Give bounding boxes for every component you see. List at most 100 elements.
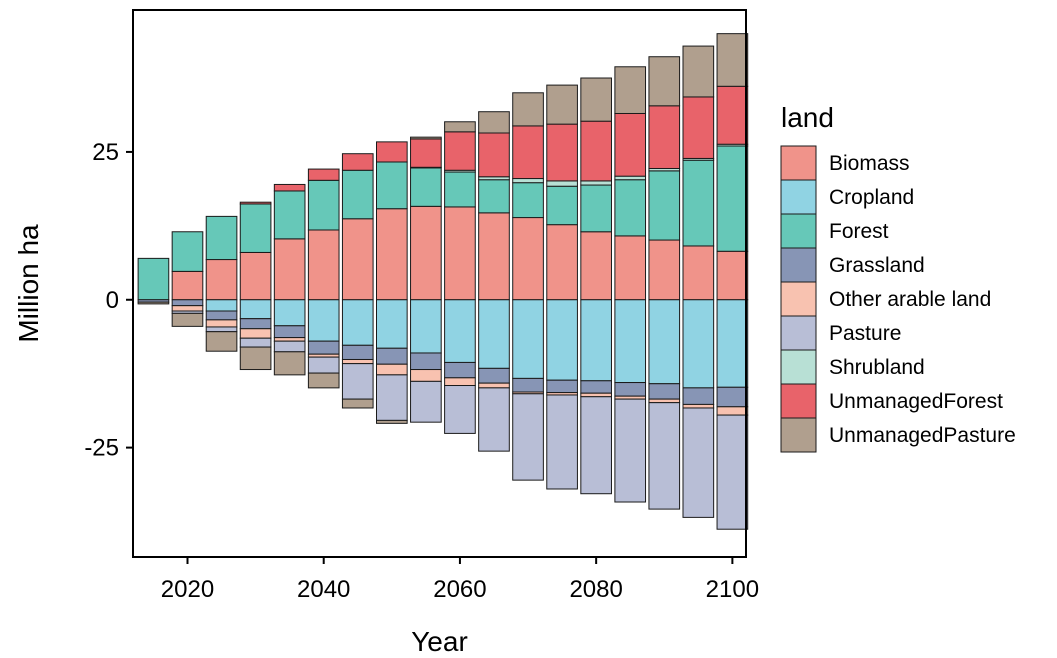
plot-panel-border [132,9,747,558]
bar-segment-unmanagedforest-2055 [410,138,442,168]
bar-segment-biomass-2085 [614,235,647,301]
bar-segment-grassland-2045 [341,344,374,360]
bar-segment-grassland-2055 [410,352,442,371]
bar-segment-grassland-2090 [648,383,681,400]
bar-segment-unmanagedforest-2040 [307,168,340,181]
bar-segment-cropland-2100 [716,299,749,388]
bar-segment-unmanagedforest-2095 [682,96,715,159]
bar-segment-shrubland-2080 [580,180,612,186]
bar-segment-biomass-2050 [376,208,408,301]
bar-segment-forest-2050 [376,161,408,210]
bar-segment-unmanagedforest-2050 [376,141,408,163]
bar-segment-grassland-2030 [239,318,272,330]
bar-segment-unmanagedforest-2100 [716,85,749,145]
bar-segment-unmanagedpasture-2075 [546,84,578,125]
bar-segment-cropland-2065 [478,299,510,369]
bar-segment-unmanagedpasture-2095 [682,45,715,98]
bar-segment-biomass-2070 [512,217,544,301]
legend-swatch-shrubland [780,349,817,385]
legend-label-forest: Forest [829,220,889,243]
bar-segment-other-arable-land-2095 [682,403,715,409]
bar-segment-cropland-2055 [410,299,442,354]
bar-segment-forest-2020 [171,231,204,272]
bar-segment-unmanagedpasture-2060 [444,121,476,133]
bar-segment-grassland-2075 [546,379,578,394]
bar-segment-pasture-2075 [546,394,578,490]
bar-segment-other-arable-land-2050 [376,363,408,376]
bar-segment-grassland-2080 [580,380,612,394]
bar-segment-forest-2100 [716,145,749,252]
bar-segment-unmanagedforest-2060 [444,131,476,171]
legend-label-grassland: Grassland [829,254,925,277]
bar-segment-cropland-2045 [341,299,374,346]
bar-segment-cropland-2030 [239,299,272,320]
bar-segment-unmanagedforest-2080 [580,120,612,182]
bar-segment-biomass-2075 [546,224,578,301]
bar-segment-pasture-2025 [205,326,238,333]
bar-segment-pasture-2050 [376,374,408,421]
x-tick-label: 2080 [569,576,622,603]
x-tick-label: 2020 [161,576,214,603]
legend-label-unmanagedpasture: UnmanagedPasture [829,424,1016,447]
legend-swatch-forest [780,213,817,249]
bar-segment-grassland-2060 [444,361,476,379]
legend-label-pasture: Pasture [829,322,901,345]
bar-segment-unmanagedpasture-2065 [478,111,510,134]
bar-segment-cropland-2035 [273,299,306,327]
bar-segment-biomass-2030 [239,251,272,301]
bar-segment-biomass-2100 [716,250,749,301]
bar-segment-grassland-2065 [478,367,510,384]
bar-segment-unmanagedforest-2090 [648,105,681,169]
bar-segment-grassland-2070 [512,377,544,393]
legend-label-unmanagedforest: UnmanagedForest [829,390,1003,413]
legend-swatch-unmanagedpasture [780,417,817,453]
legend-swatch-cropland [780,179,817,215]
y-tick-label: -25 [84,435,119,462]
bar-segment-biomass-2035 [273,238,306,301]
bar-segment-biomass-2055 [410,205,442,301]
bar-segment-unmanagedpasture-2055 [410,136,442,140]
bar-segment-cropland-2095 [682,299,715,389]
bar-segment-unmanagedpasture-2040 [307,372,340,389]
bar-segment-other-arable-land-2025 [205,319,238,328]
bar-segment-biomass-2065 [478,212,510,301]
bar-segment-forest-2035 [273,190,306,240]
legend-swatch-grassland [780,247,817,283]
bar-segment-unmanagedpasture-2020 [171,312,204,327]
bar-segment-unmanagedforest-2035 [273,183,306,192]
bar-segment-pasture-2035 [273,340,306,353]
x-tick-label: 2060 [433,576,486,603]
bar-segment-unmanagedpasture-2090 [648,56,681,107]
bar-segment-biomass-2080 [580,231,612,301]
bar-segment-biomass-2040 [307,229,340,301]
bar-segment-cropland-2040 [307,299,340,342]
bar-segment-unmanagedpasture-2025 [205,331,238,352]
bar-segment-cropland-2070 [512,299,544,379]
bar-segment-forest-2060 [444,171,476,208]
bar-segment-pasture-2060 [444,385,476,434]
bar-segment-forest-2025 [205,215,238,261]
bar-segment-pasture-2085 [614,398,647,503]
bar-segment-forest-2070 [512,182,544,219]
bar-segment-other-arable-land-2060 [444,377,476,387]
legend-label-biomass: Biomass [829,152,910,175]
bar-segment-unmanagedpasture-2070 [512,92,544,127]
bar-segment-unmanagedpasture-2085 [614,66,647,114]
y-axis-title: Million ha [13,224,44,343]
bar-segment-forest-2065 [478,179,510,214]
bar-segment-cropland-2075 [546,299,578,381]
bar-segment-unmanagedpasture-2100 [716,33,749,87]
bar-segment-forest-2085 [614,179,647,237]
bar-segment-pasture-2070 [512,393,544,481]
bar-segment-biomass-2095 [682,245,715,301]
bar-segment-biomass-2045 [341,218,374,301]
bar-segment-other-arable-land-2100 [716,406,749,416]
bar-segment-grassland-2040 [307,340,340,355]
bar-segment-cropland-2090 [648,299,681,385]
bar-segment-pasture-2095 [682,407,715,518]
bar-segment-forest-2015 [137,257,170,301]
x-tick-label: 2040 [297,576,350,603]
bar-segment-cropland-2060 [444,299,476,363]
bar-segment-grassland-2035 [273,325,306,339]
legend-label-other-arable-land: Other arable land [829,288,991,311]
